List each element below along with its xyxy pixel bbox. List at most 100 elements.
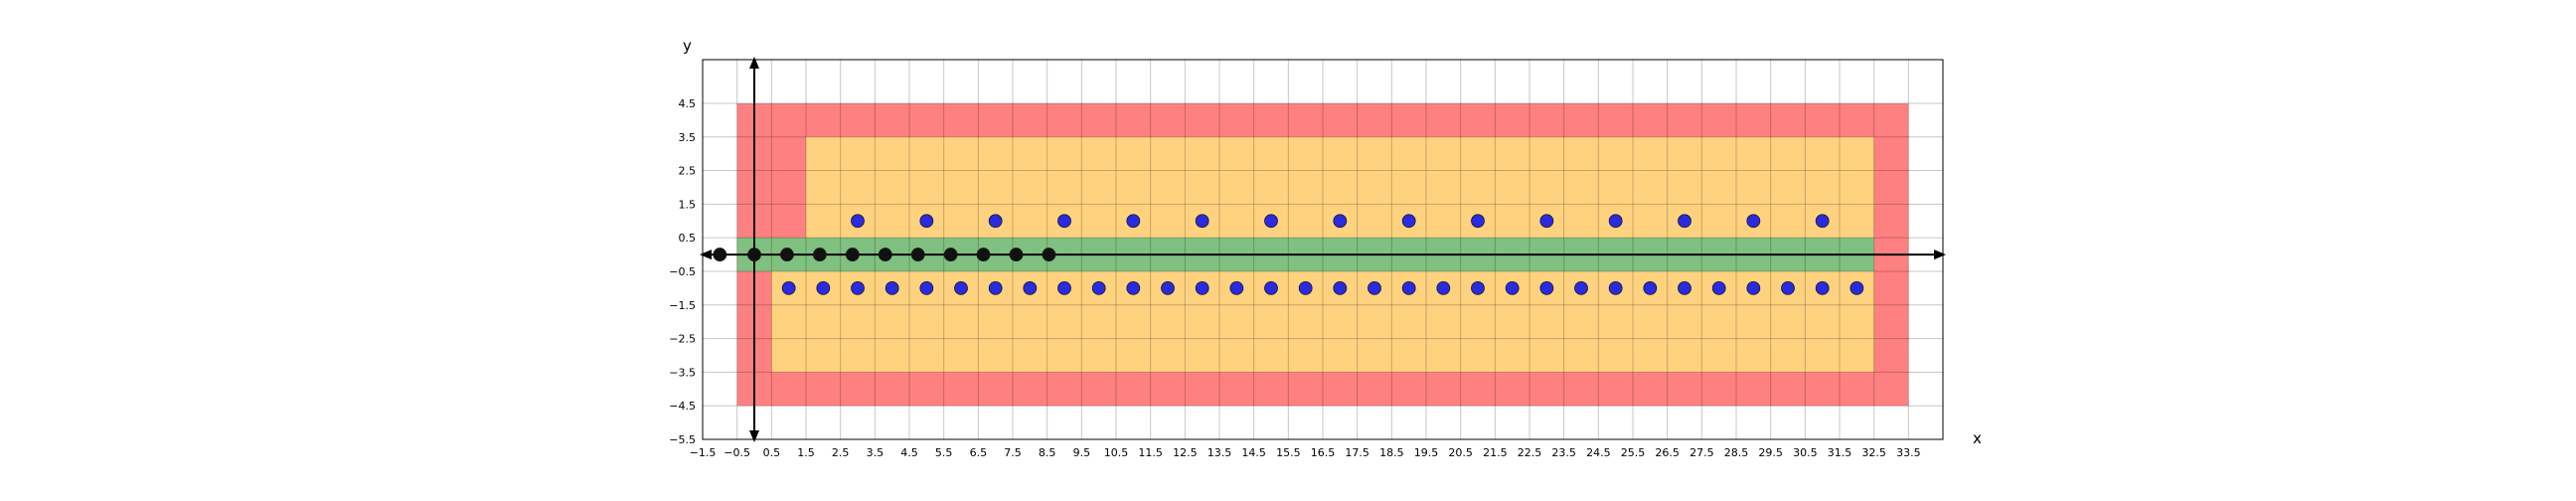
x-tick-label: 15.5 (1276, 446, 1301, 459)
x-tick-label: 29.5 (1758, 446, 1783, 459)
y-axis-arrow-down (749, 430, 759, 442)
y-tick-label: −2.5 (669, 333, 696, 346)
data-point-s0-2 (988, 214, 1003, 229)
y-tick-label: −3.5 (669, 366, 696, 379)
x-tick-label: 14.5 (1241, 446, 1266, 459)
x-tick-label: 6.5 (970, 446, 988, 459)
data-point-s0-16 (816, 280, 831, 295)
y-tick-label: 0.5 (679, 232, 697, 245)
data-point-s0-17 (851, 280, 865, 295)
y-tick-label: −0.5 (669, 265, 696, 278)
x-tick-label: 4.5 (900, 446, 918, 459)
y-tick-label: 1.5 (679, 198, 697, 211)
x-tick-label: 0.5 (763, 446, 781, 459)
x-tick-label: 1.5 (797, 446, 815, 459)
data-point-s0-29 (1264, 280, 1278, 295)
data-point-s0-39 (1608, 280, 1623, 295)
data-point-s1-10 (1042, 248, 1056, 261)
data-point-s0-6 (1264, 214, 1278, 229)
points-layer (713, 214, 1864, 295)
x-tick-label: 24.5 (1586, 446, 1611, 459)
data-point-s0-27 (1195, 280, 1209, 295)
x-tick-label: 5.5 (935, 446, 953, 459)
x-tick-label: 31.5 (1828, 446, 1852, 459)
data-point-s0-44 (1781, 280, 1795, 295)
x-tick-label: 21.5 (1483, 446, 1508, 459)
data-point-s1-3 (812, 248, 827, 261)
data-point-s0-23 (1057, 280, 1071, 295)
x-tick-label: 18.5 (1379, 446, 1404, 459)
y-tick-label: −4.5 (669, 400, 696, 413)
x-tick-label: 28.5 (1724, 446, 1749, 459)
data-point-s0-43 (1746, 280, 1761, 295)
x-tick-label: 32.5 (1861, 446, 1886, 459)
data-point-s0-32 (1368, 280, 1381, 295)
data-point-s0-33 (1401, 280, 1416, 295)
data-point-s0-28 (1229, 280, 1244, 295)
data-point-s1-8 (976, 248, 991, 261)
x-tick-label: −1.5 (690, 446, 717, 459)
data-point-s1-4 (845, 248, 860, 261)
data-point-s0-7 (1333, 214, 1348, 229)
x-tick-label: 12.5 (1173, 446, 1198, 459)
x-tick-label: 16.5 (1311, 446, 1336, 459)
data-point-s0-4 (1126, 214, 1141, 229)
data-point-s0-20 (954, 280, 968, 295)
data-point-s0-1 (919, 214, 934, 229)
x-tick-label: −0.5 (724, 446, 750, 459)
data-point-s0-42 (1711, 280, 1726, 295)
data-point-s0-5 (1195, 214, 1209, 229)
data-point-s0-37 (1539, 280, 1554, 295)
data-point-s0-18 (885, 280, 899, 295)
data-point-s0-31 (1333, 280, 1348, 295)
data-point-s0-3 (1057, 214, 1071, 229)
data-point-s1-0 (713, 248, 727, 261)
data-point-s1-9 (1009, 248, 1024, 261)
data-point-s0-22 (1023, 280, 1038, 295)
x-tick-label: 10.5 (1104, 446, 1129, 459)
x-axis-arrow-right (1934, 250, 1946, 260)
data-point-s0-10 (1539, 214, 1554, 229)
x-axis-label: x (1973, 429, 1982, 447)
x-tick-label: 27.5 (1690, 446, 1714, 459)
x-tick-label: 33.5 (1896, 446, 1921, 459)
data-point-s1-5 (878, 248, 892, 261)
data-point-s0-40 (1643, 280, 1658, 295)
y-tick-label: 4.5 (679, 97, 697, 110)
data-point-s0-21 (988, 280, 1003, 295)
data-point-s0-0 (851, 214, 865, 229)
x-tick-label: 26.5 (1655, 446, 1680, 459)
y-axis-label: y (683, 37, 692, 55)
y-tick-label: −5.5 (669, 433, 696, 446)
data-point-s1-7 (943, 248, 958, 261)
y-axis-arrow-up (749, 57, 759, 69)
data-point-s0-30 (1298, 280, 1313, 295)
data-point-s0-12 (1678, 214, 1691, 229)
y-tick-label: 2.5 (679, 165, 697, 178)
data-point-s0-46 (1850, 280, 1864, 295)
x-tick-label: 25.5 (1621, 446, 1646, 459)
x-axis-arrow-left (700, 250, 712, 260)
data-point-s0-25 (1126, 280, 1141, 295)
x-tick-label: 3.5 (867, 446, 885, 459)
data-point-s0-34 (1436, 280, 1451, 295)
x-tick-label: 17.5 (1345, 446, 1369, 459)
x-tick-label: 19.5 (1414, 446, 1439, 459)
data-point-s0-9 (1471, 214, 1485, 229)
x-tick-label: 22.5 (1518, 446, 1542, 459)
data-point-s0-8 (1401, 214, 1416, 229)
y-tick-label: −1.5 (669, 299, 696, 312)
x-tick-label: 30.5 (1793, 446, 1818, 459)
data-point-s1-6 (910, 248, 925, 261)
data-point-s0-15 (781, 280, 796, 295)
data-point-s0-11 (1608, 214, 1623, 229)
x-tick-label: 9.5 (1073, 446, 1091, 459)
data-point-s0-24 (1091, 280, 1106, 295)
data-point-s0-26 (1161, 280, 1175, 295)
x-tick-label: 8.5 (1039, 446, 1056, 459)
tick-label-layer: −1.5 −0.5 0.5 1.5 2.5 3.5 4.5 5.5 6.5 7.5 8.5 9.5 10… (669, 97, 1920, 459)
x-tick-label: 20.5 (1448, 446, 1473, 459)
data-point-s0-41 (1678, 280, 1691, 295)
x-tick-label: 11.5 (1138, 446, 1163, 459)
